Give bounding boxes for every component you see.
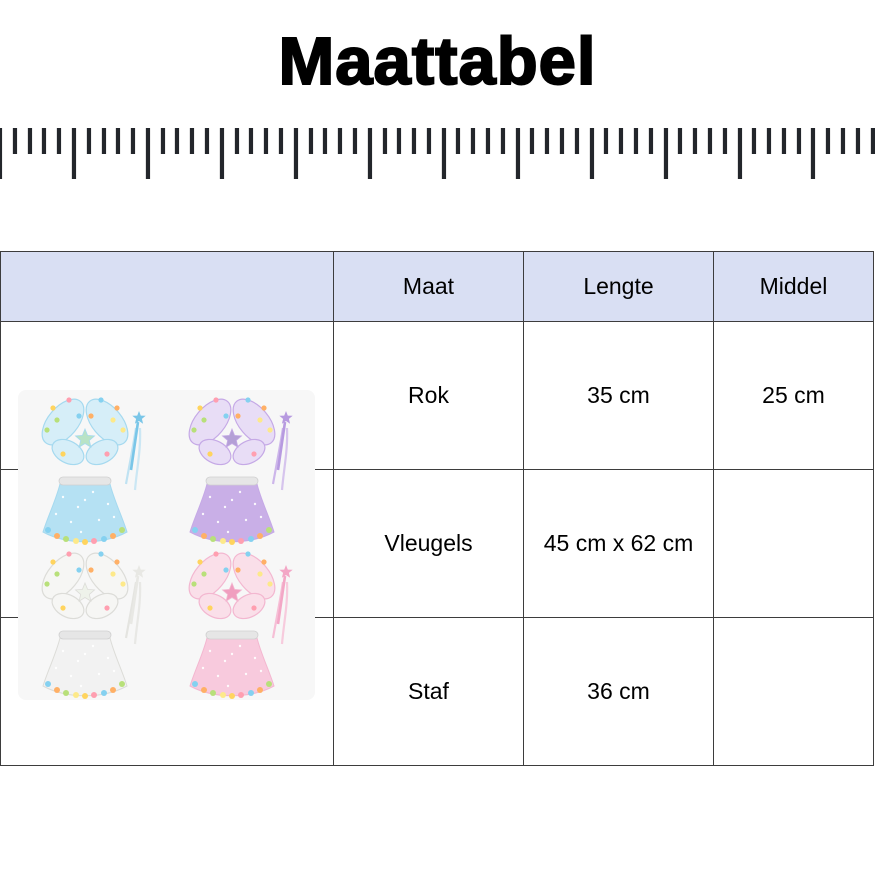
fairy-set-white <box>41 551 146 699</box>
ruler-tick-long <box>0 128 2 179</box>
ruler-tick-long <box>811 128 816 179</box>
cell-rok-middel: 25 cm <box>713 321 874 470</box>
ruler-tick-short <box>160 128 165 154</box>
ruler-tick-short <box>486 128 491 154</box>
ruler-tick-short <box>101 128 106 154</box>
cell-vleugels-maat: Vleugels <box>333 469 524 618</box>
ruler-tick-short <box>648 128 653 154</box>
ruler-tick-short <box>190 128 195 154</box>
ruler-tick-long <box>515 128 520 179</box>
ruler-tick-short <box>707 128 712 154</box>
ruler-tick-long <box>293 128 298 179</box>
table-header-row: Maat Lengte Middel <box>0 251 874 322</box>
ruler-tick-short <box>12 128 17 154</box>
ruler-tick-short <box>574 128 579 154</box>
ruler <box>0 128 875 180</box>
page-title: Maattabel <box>277 24 597 99</box>
ruler-tick-short <box>412 128 417 154</box>
ruler-tick-short <box>86 128 91 154</box>
tutu-skirt <box>42 476 128 545</box>
tutu-skirt <box>189 630 275 699</box>
header-cell-lengte: Lengte <box>523 251 714 322</box>
ruler-tick-long <box>145 128 150 179</box>
ruler-tick-short <box>633 128 638 154</box>
star-wand <box>124 565 146 645</box>
fairy-wings <box>41 397 129 466</box>
ruler-tick-short <box>116 128 121 154</box>
star-wand <box>271 565 293 645</box>
header-cell-middel: Middel <box>713 251 874 322</box>
ruler-tick-short <box>27 128 32 154</box>
fairy-set-purple <box>188 397 293 545</box>
product-image <box>18 390 315 700</box>
ruler-tick-short <box>205 128 210 154</box>
ruler-tick-long <box>219 128 224 179</box>
ruler-tick-short <box>264 128 269 154</box>
ruler-tick-short <box>352 128 357 154</box>
cell-staf-maat: Staf <box>333 617 524 766</box>
ruler-tick-short <box>397 128 402 154</box>
ruler-tick-short <box>870 128 875 154</box>
ruler-tick-short <box>131 128 136 154</box>
ruler-tick-short <box>42 128 47 154</box>
ruler-tick-short <box>249 128 254 154</box>
ruler-tick-short <box>426 128 431 154</box>
ruler-tick-long <box>441 128 446 179</box>
ruler-tick-short <box>560 128 565 154</box>
ruler-tick-short <box>545 128 550 154</box>
ruler-tick-long <box>71 128 76 179</box>
ruler-tick-short <box>693 128 698 154</box>
ruler-tick-short <box>796 128 801 154</box>
ruler-tick-long <box>589 128 594 179</box>
ruler-tick-short <box>57 128 62 154</box>
cell-vleugels-middel <box>713 469 874 618</box>
ruler-tick-short <box>279 128 283 154</box>
ruler-tick-short <box>323 128 328 154</box>
cell-rok-maat: Rok <box>333 321 524 470</box>
ruler-tick-short <box>619 128 624 154</box>
ruler-tick-short <box>604 128 609 154</box>
tutu-skirt <box>42 630 128 699</box>
header-cell-maat: Maat <box>333 251 524 322</box>
ruler-tick-short <box>175 128 180 154</box>
fairy-wings <box>188 551 276 620</box>
ruler-tick-short <box>826 128 831 154</box>
fairy-set-blue <box>41 397 146 545</box>
ruler-tick-short <box>456 128 461 154</box>
ruler-tick-short <box>752 128 757 154</box>
ruler-tick-short <box>767 128 772 154</box>
header-cell-image <box>0 251 334 322</box>
ruler-tick-short <box>530 128 535 154</box>
tutu-skirt <box>189 476 275 545</box>
ruler-tick-long <box>367 128 372 179</box>
ruler-tick-short <box>500 128 505 154</box>
fairy-costume-sets-illustration <box>41 397 293 699</box>
cell-rok-lengte: 35 cm <box>523 321 714 470</box>
ruler-tick-short <box>234 128 239 154</box>
ruler-tick-long <box>663 128 668 179</box>
ruler-tick-short <box>841 128 846 154</box>
star-wand <box>124 411 146 491</box>
ruler-tick-short <box>308 128 313 154</box>
star-wand <box>271 411 293 491</box>
fairy-wings <box>188 397 276 466</box>
ruler-tick-short <box>722 128 727 154</box>
ruler-tick-short <box>855 128 860 154</box>
ruler-tick-short <box>338 128 343 154</box>
ruler-tick-short <box>471 128 476 154</box>
fairy-set-pink <box>188 551 293 699</box>
ruler-tick-short <box>382 128 387 154</box>
cell-staf-middel <box>713 617 874 766</box>
cell-staf-lengte: 36 cm <box>523 617 714 766</box>
cell-vleugels-lengte: 45 cm x 62 cm <box>523 469 714 618</box>
fairy-wings <box>41 551 129 620</box>
ruler-tick-long <box>737 128 742 179</box>
ruler-tick-short <box>678 128 683 154</box>
ruler-tick-short <box>781 128 786 154</box>
